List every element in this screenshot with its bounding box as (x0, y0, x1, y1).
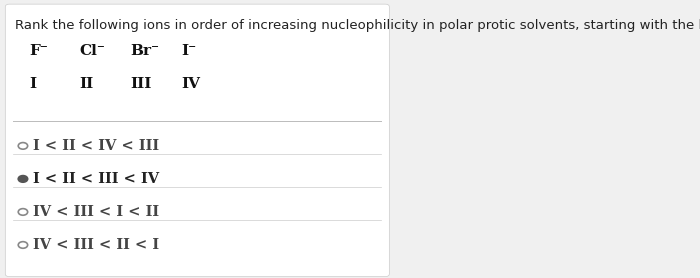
Text: II: II (80, 77, 94, 91)
Text: III: III (131, 77, 152, 91)
Circle shape (18, 208, 27, 215)
Text: I⁻: I⁻ (181, 44, 197, 58)
Text: IV: IV (181, 77, 201, 91)
Text: I < II < IV < III: I < II < IV < III (33, 139, 159, 153)
Text: Br⁻: Br⁻ (131, 44, 160, 58)
Text: I: I (29, 77, 36, 91)
Text: Rank the following ions in order of increasing nucleophilicity in polar protic s: Rank the following ions in order of incr… (15, 19, 700, 32)
FancyBboxPatch shape (6, 4, 389, 277)
Circle shape (18, 176, 27, 182)
Text: I < II < III < IV: I < II < III < IV (33, 172, 159, 186)
Text: IV < III < II < I: IV < III < II < I (33, 238, 159, 252)
Text: F⁻: F⁻ (29, 44, 48, 58)
Circle shape (18, 242, 27, 248)
Circle shape (18, 143, 27, 149)
Text: Cl⁻: Cl⁻ (80, 44, 106, 58)
Text: IV < III < I < II: IV < III < I < II (33, 205, 159, 219)
